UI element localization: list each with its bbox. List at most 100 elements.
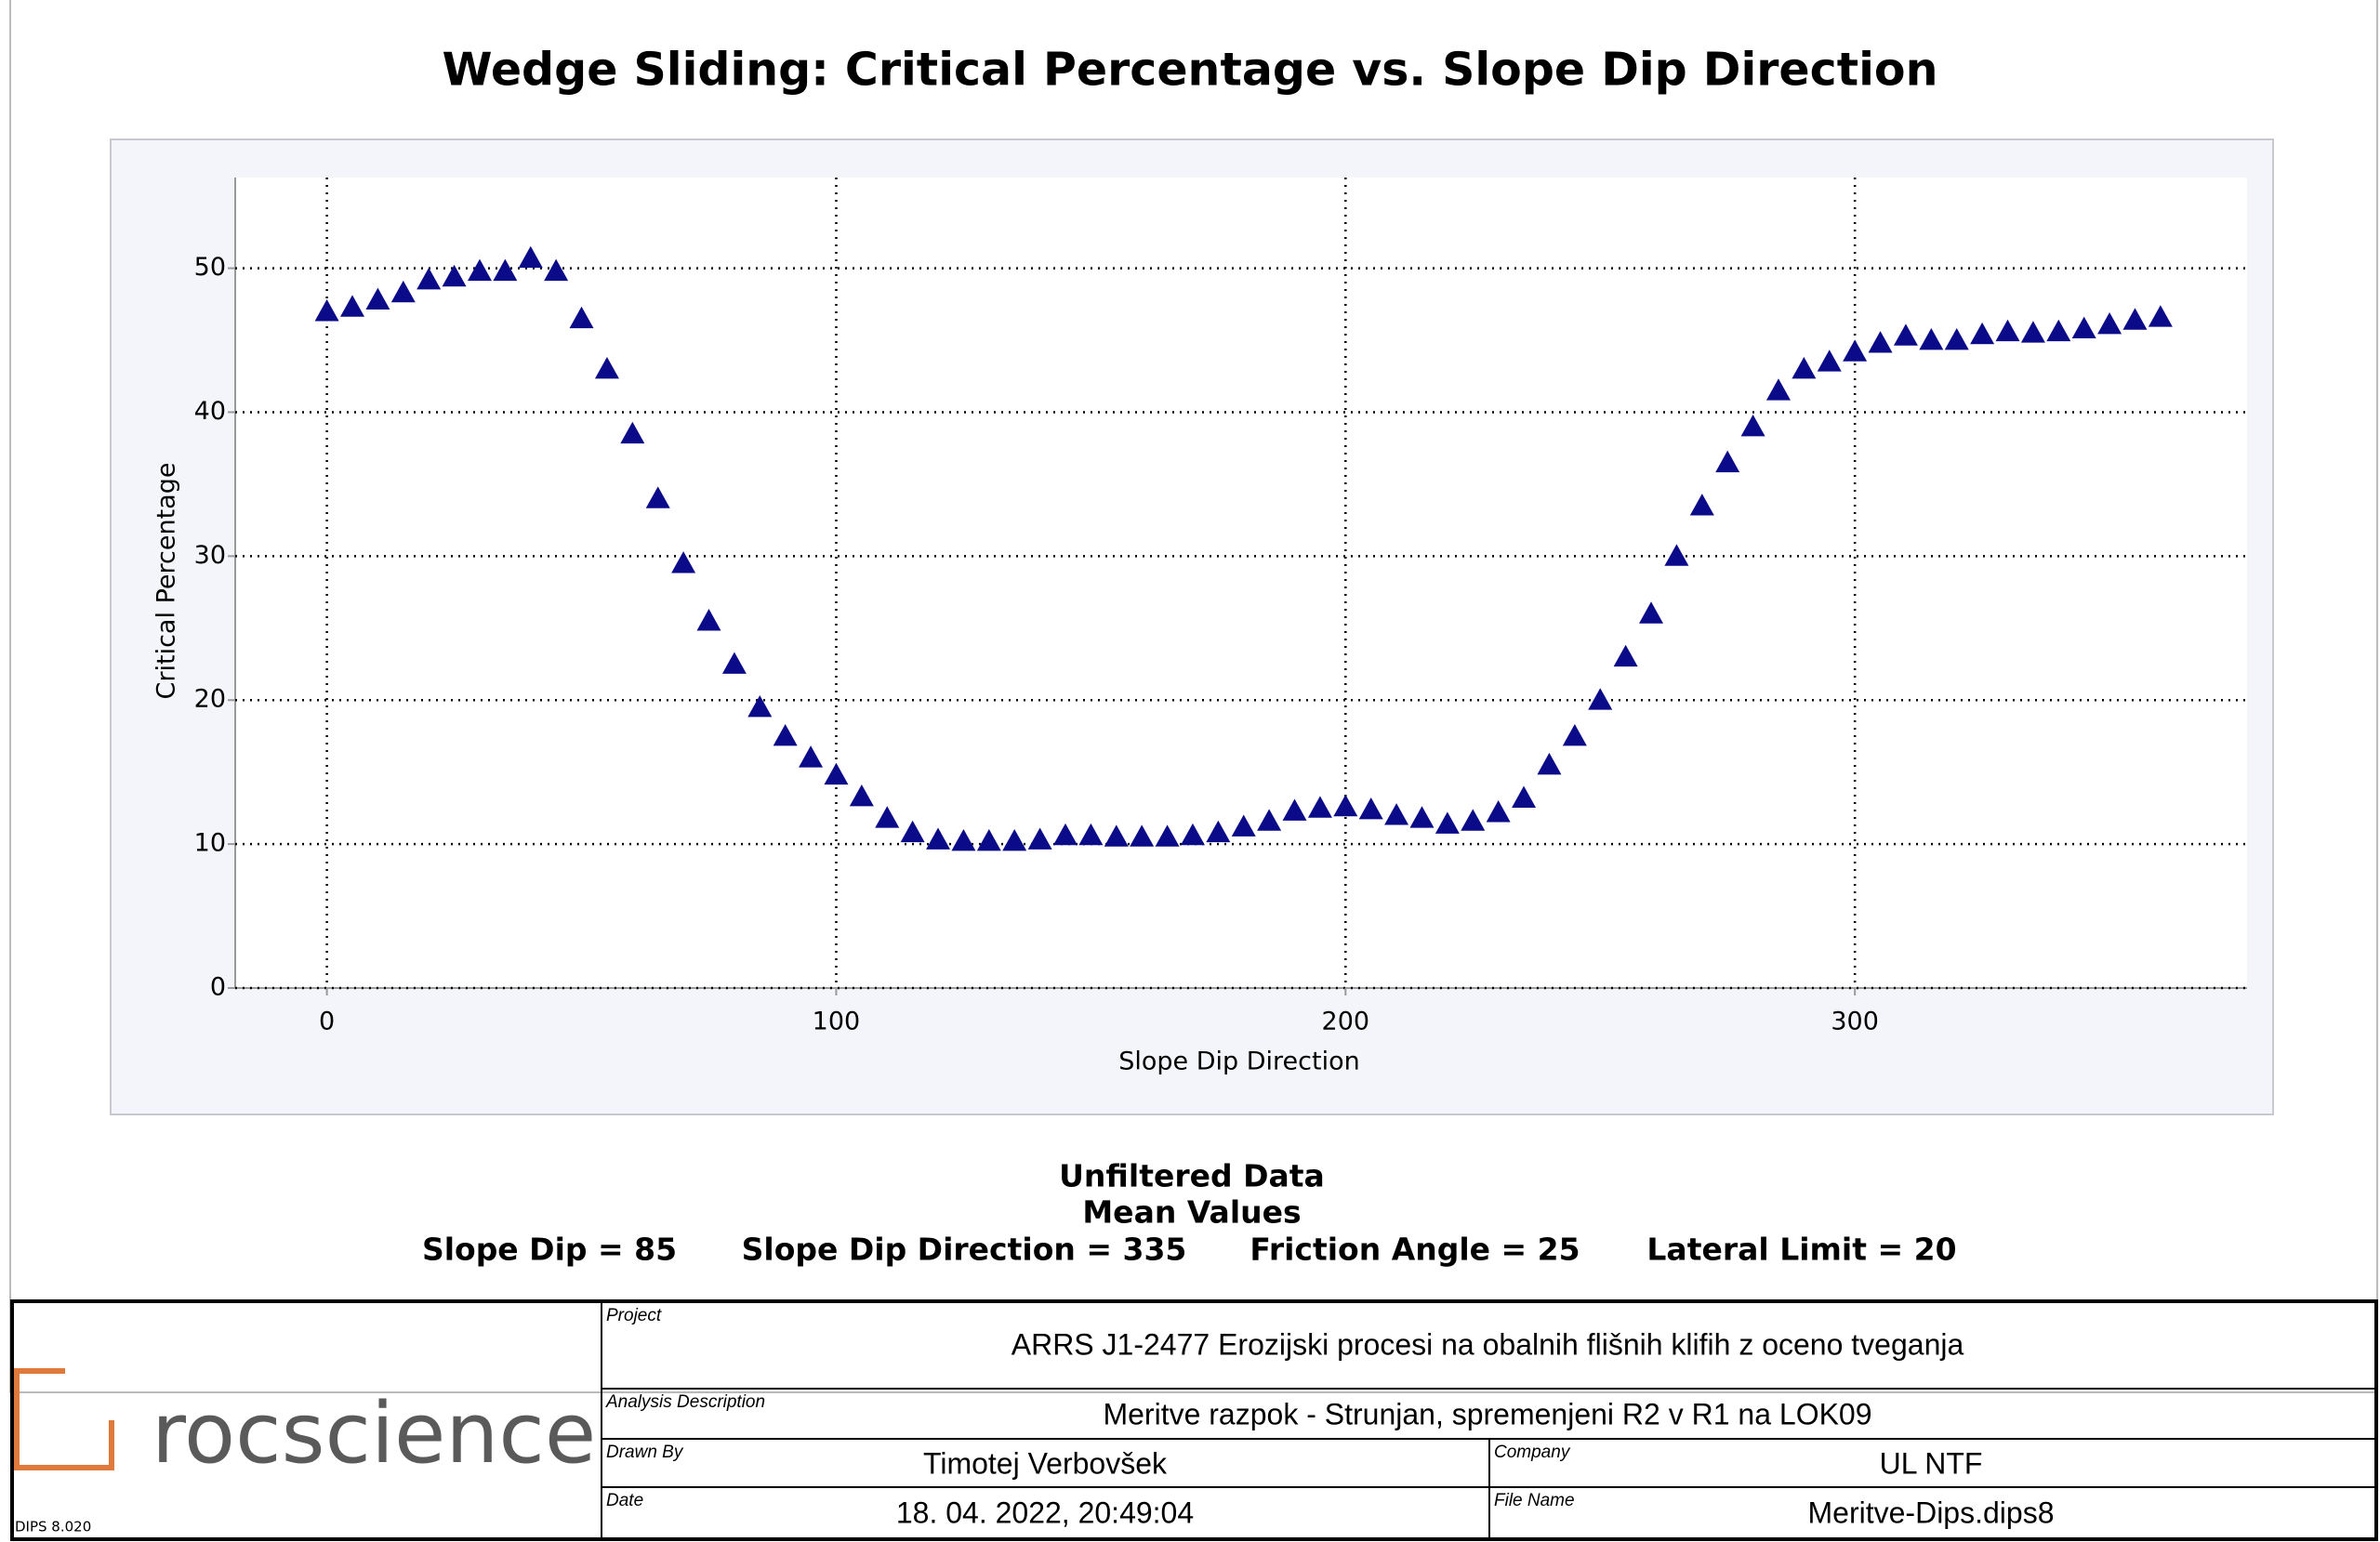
data-point <box>1002 829 1027 851</box>
info-line: Mean Values <box>1082 1194 1301 1231</box>
data-point <box>1765 378 1791 401</box>
data-point <box>365 287 390 310</box>
y-tick-label: 0 <box>210 973 226 1002</box>
data-point <box>467 258 492 282</box>
field-value: Timotej Verbovšek <box>923 1446 1168 1480</box>
page-frame <box>9 0 2378 1393</box>
data-point <box>1282 798 1307 821</box>
data-point <box>1537 752 1562 775</box>
field-label: Drawn By <box>606 1443 684 1462</box>
data-point <box>1843 339 1868 362</box>
data-point <box>518 245 543 269</box>
data-point <box>1970 322 1995 345</box>
data-point <box>594 356 619 379</box>
data-point <box>1868 331 1893 353</box>
data-point <box>1206 820 1231 843</box>
data-point <box>747 694 773 718</box>
data-point <box>314 299 339 322</box>
data-point <box>926 827 951 850</box>
x-tick-label: 200 <box>1322 1008 1370 1036</box>
data-point <box>390 280 416 303</box>
data-point <box>696 609 721 631</box>
x-tick-label: 100 <box>813 1008 861 1036</box>
logo-text: rocscience <box>152 1385 596 1483</box>
data-point <box>2097 311 2122 335</box>
data-point <box>2071 316 2096 339</box>
version: DIPS 8.020 <box>15 1519 91 1535</box>
data-point <box>1052 823 1078 846</box>
data-point <box>1613 644 1638 667</box>
info-param: Friction Angle = 25 <box>1250 1232 1580 1268</box>
data-point <box>799 745 824 768</box>
data-point <box>849 784 874 807</box>
data-point <box>900 820 925 843</box>
data-point <box>951 829 976 851</box>
data-point <box>1639 601 1664 624</box>
data-point <box>1562 723 1587 746</box>
data-point <box>1333 794 1358 817</box>
data-point <box>1257 809 1282 831</box>
data-point <box>340 295 365 317</box>
y-tick-label: 30 <box>194 541 226 570</box>
y-tick-label: 50 <box>194 253 226 282</box>
data-point <box>645 486 670 508</box>
info-param: Slope Dip = 85 <box>422 1232 677 1268</box>
field-label: Analysis Description <box>605 1392 765 1412</box>
x-axis-label: Slope Dip Direction <box>1118 1048 1359 1076</box>
data-point <box>2122 308 2148 330</box>
data-point <box>1588 688 1613 710</box>
data-point <box>875 806 900 828</box>
data-point <box>1435 811 1460 834</box>
data-point <box>2046 319 2071 342</box>
data-point <box>721 652 747 674</box>
data-point <box>1919 328 1944 350</box>
data-point <box>1384 803 1409 825</box>
field-value: 18. 04. 2022, 20:49:04 <box>896 1496 1194 1529</box>
y-tick-label: 20 <box>194 685 226 714</box>
field-label: File Name <box>1494 1491 1575 1510</box>
data-point <box>1715 450 1740 473</box>
data-point <box>2020 321 2045 343</box>
data-point <box>773 723 798 746</box>
field-value: Meritve-Dips.dips8 <box>1808 1496 2055 1529</box>
data-point <box>1078 823 1104 846</box>
info-param: Lateral Limit = 20 <box>1646 1232 1956 1268</box>
data-point <box>1740 414 1765 437</box>
data-point <box>2148 305 2173 327</box>
chart-title: Wedge Sliding: Critical Percentage vs. S… <box>443 44 1938 97</box>
field-label: Company <box>1494 1443 1571 1462</box>
data-point <box>544 258 569 282</box>
field-label: Date <box>606 1491 643 1510</box>
data-point <box>1486 800 1511 823</box>
x-tick-label: 0 <box>319 1008 335 1036</box>
data-point <box>1231 814 1256 837</box>
data-point <box>1358 797 1383 820</box>
data-point <box>671 551 696 573</box>
title-block: rocscience DIPS 8.020 Project ARRS J1-24… <box>10 1299 2378 1541</box>
data-point <box>976 829 1001 851</box>
field-value: ARRS J1-2477 Erozijski procesi na obalni… <box>1012 1327 1964 1361</box>
data-point <box>442 264 467 287</box>
logo-mark <box>14 1368 114 1470</box>
data-point <box>1130 824 1155 847</box>
data-point <box>1817 349 1842 372</box>
info-line: Unfiltered Data <box>1059 1158 1325 1194</box>
data-point <box>1104 824 1129 847</box>
data-point <box>1893 323 1918 346</box>
y-axis-label: Critical Percentage <box>152 463 181 700</box>
data-point <box>1689 494 1714 516</box>
title-block-frame <box>10 1299 2378 1541</box>
data-point <box>1180 823 1205 846</box>
y-tick-label: 40 <box>194 397 226 426</box>
data-point <box>1461 809 1486 831</box>
data-point <box>1027 827 1052 850</box>
data-point <box>1512 785 1537 808</box>
plot-area <box>235 178 2247 988</box>
plot: 0 10 20 30 40 50 0 100 200 300 <box>194 178 2247 1036</box>
y-tick-label: 10 <box>194 829 226 858</box>
data-point <box>493 258 518 282</box>
data-point <box>416 267 442 290</box>
data-point <box>569 306 594 329</box>
field-label: Project <box>606 1306 662 1325</box>
